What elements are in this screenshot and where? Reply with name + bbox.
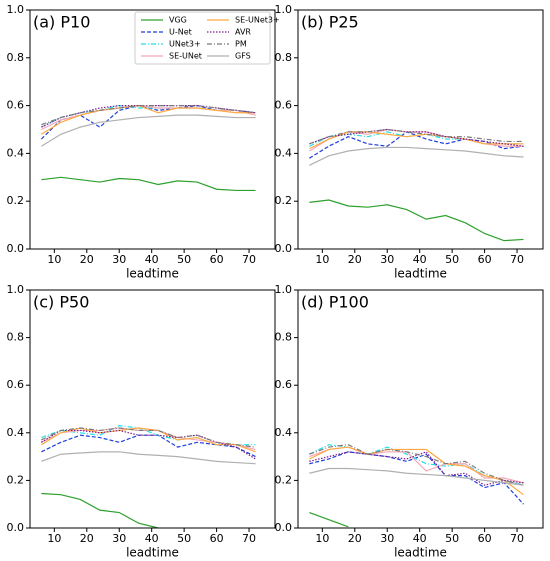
series-line — [41, 427, 256, 448]
series-line — [309, 444, 524, 486]
plot-area — [41, 425, 256, 528]
axes-frame — [297, 9, 544, 250]
x-tick-label: 10 — [47, 532, 61, 545]
x-tick-label: 20 — [80, 253, 94, 266]
y-tick-label: 0.0 — [275, 521, 293, 534]
series-line — [41, 425, 256, 446]
x-tick-label: 20 — [348, 532, 362, 545]
x-tick-label: 20 — [348, 253, 362, 266]
x-axis-label: leadtime — [126, 267, 179, 281]
x-tick-label: 30 — [112, 532, 126, 545]
x-axis-label: leadtime — [126, 546, 179, 560]
x-tick-label: 30 — [112, 253, 126, 266]
series-line — [309, 146, 524, 166]
series-line — [41, 105, 256, 126]
y-tick-label: 1.0 — [7, 283, 25, 296]
y-tick-label: 0.4 — [7, 426, 25, 439]
legend-label: SE-UNet — [169, 52, 202, 61]
panel-title: (a) P10 — [33, 13, 90, 32]
y-tick-label: 0.4 — [275, 426, 293, 439]
x-tick-label: 70 — [510, 253, 524, 266]
y-tick-label: 0.6 — [275, 99, 293, 112]
legend-label: SE-UNet3+ — [235, 16, 280, 25]
x-tick-label: 50 — [445, 532, 459, 545]
y-tick-label: 0.2 — [7, 473, 25, 486]
legend-box — [134, 11, 271, 65]
series-line — [41, 176, 256, 192]
y-tick-label: 0.6 — [7, 99, 25, 112]
legend-label: AVR — [235, 28, 251, 37]
legend-label: U-Net — [169, 28, 192, 37]
x-tick-label: 10 — [315, 532, 329, 545]
series-line — [309, 467, 524, 486]
panel-title: (d) P100 — [301, 293, 369, 312]
series-line — [309, 511, 349, 528]
x-tick-label: 20 — [80, 532, 94, 545]
series-line — [309, 131, 524, 159]
legend-label: UNet3+ — [169, 40, 201, 49]
legend-label: VGG — [169, 16, 187, 25]
y-tick-label: 0.8 — [275, 331, 293, 344]
x-tick-label: 40 — [413, 253, 427, 266]
x-tick-label: 50 — [445, 253, 459, 266]
x-tick-label: 40 — [145, 532, 159, 545]
y-tick-label: 1.0 — [275, 3, 293, 16]
x-tick-label: 30 — [380, 253, 394, 266]
series-line — [309, 444, 524, 486]
x-tick-label: 50 — [177, 532, 191, 545]
axes-frame — [29, 9, 276, 250]
x-tick-label: 70 — [242, 253, 256, 266]
y-tick-label: 0.8 — [7, 51, 25, 64]
x-tick-label: 60 — [210, 253, 224, 266]
series-line — [41, 104, 256, 135]
y-tick-label: 0.0 — [7, 242, 25, 255]
axes-frame — [29, 289, 276, 529]
series-line — [309, 128, 524, 145]
y-tick-label: 0.6 — [275, 378, 293, 391]
y-tick-label: 0.0 — [7, 521, 25, 534]
series-line — [41, 451, 256, 465]
y-tick-label: 0.2 — [275, 473, 293, 486]
y-tick-label: 0.8 — [275, 51, 293, 64]
y-tick-label: 0.8 — [7, 331, 25, 344]
x-tick-label: 30 — [380, 532, 394, 545]
y-tick-label: 0.6 — [7, 378, 25, 391]
x-tick-label: 60 — [210, 532, 224, 545]
y-tick-label: 0.2 — [7, 194, 25, 207]
x-tick-label: 70 — [242, 532, 256, 545]
y-tick-label: 0.4 — [7, 146, 25, 159]
x-axis-label: leadtime — [394, 267, 447, 281]
y-tick-label: 0.0 — [275, 242, 293, 255]
x-tick-label: 10 — [315, 253, 329, 266]
x-tick-label: 70 — [510, 532, 524, 545]
x-tick-label: 50 — [177, 253, 191, 266]
series-line — [41, 492, 159, 528]
series-line — [309, 451, 524, 486]
x-axis-label: leadtime — [394, 546, 447, 560]
panel-title: (b) P25 — [301, 13, 359, 32]
plot-area — [40, 104, 256, 192]
plot-area — [309, 444, 524, 528]
x-tick-label: 60 — [478, 532, 492, 545]
series-line — [309, 446, 524, 496]
plot-area — [309, 128, 524, 242]
axes-frame — [297, 289, 544, 529]
y-tick-label: 0.2 — [275, 194, 293, 207]
x-tick-label: 40 — [413, 532, 427, 545]
x-tick-label: 10 — [47, 253, 61, 266]
series-line — [41, 114, 256, 147]
legend-label: GFS — [235, 52, 251, 61]
series-line — [309, 199, 524, 242]
x-tick-label: 60 — [478, 253, 492, 266]
y-tick-label: 0.4 — [275, 146, 293, 159]
y-tick-label: 1.0 — [7, 3, 25, 16]
series-line — [309, 128, 524, 147]
x-tick-label: 40 — [145, 253, 159, 266]
y-tick-label: 1.0 — [275, 283, 293, 296]
panel-title: (c) P50 — [33, 293, 89, 312]
legend-label: PM — [235, 40, 247, 49]
